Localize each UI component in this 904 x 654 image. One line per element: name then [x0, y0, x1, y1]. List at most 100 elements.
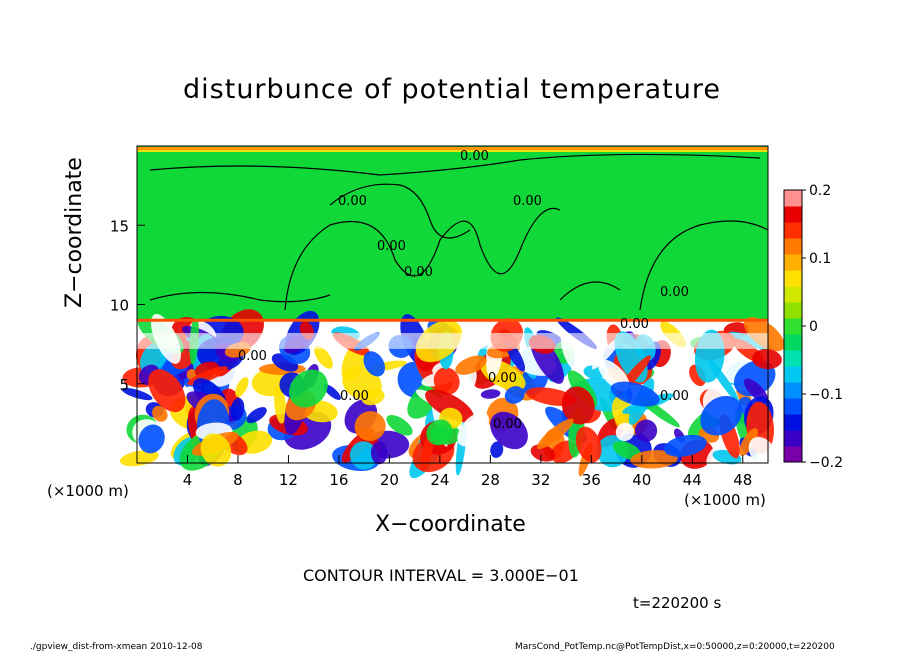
turbulence-blob: [354, 411, 386, 442]
top-boundary-strip: [137, 147, 768, 150]
x-axis-unit-right: (×1000 m): [684, 491, 766, 509]
colorbar: 0.2 0.1 0 −0.1 −0.2: [783, 183, 843, 471]
x-tick-label: 36: [582, 471, 601, 489]
contour-label: 0.00: [513, 194, 542, 209]
colorbar-swatch: [784, 430, 802, 447]
contour-label: 0.00: [493, 417, 522, 432]
turbulence-blob: [527, 401, 551, 431]
contour-line: [149, 291, 331, 303]
y-tick-label: 5: [119, 376, 129, 394]
contour-label: 0.00: [660, 389, 689, 404]
colorbar-tick-label: −0.2: [809, 455, 843, 471]
contour-line: [149, 153, 761, 176]
turbulence-blob: [630, 450, 678, 469]
time-label: t=220200 s: [633, 594, 722, 612]
turbulence-blob: [426, 419, 453, 446]
contour-label: 0.00: [620, 317, 649, 332]
colorbar-tick-label: 0: [809, 319, 818, 335]
colorbar-swatch: [784, 318, 802, 335]
turbulence-blob: [457, 412, 490, 447]
turbulence-blob: [748, 436, 778, 469]
x-tick-label: 12: [279, 471, 298, 489]
turbulence-blob: [289, 369, 328, 408]
turbulence-blob: [530, 444, 556, 462]
colorbar-swatch: [784, 302, 802, 319]
colorbar-tick-label: 0.1: [809, 251, 831, 267]
contour-label: 0.00: [340, 389, 369, 404]
contour-label: 0.00: [377, 239, 406, 254]
turbulence-blob: [148, 369, 186, 413]
colorbar-swatch: [784, 382, 802, 399]
x-tick-label: 48: [733, 471, 752, 489]
x-tick-label: 4: [183, 471, 193, 489]
colorbar-swatch: [784, 254, 802, 271]
footer-right: MarsCond_PotTemp.nc@PotTempDist,x=0:5000…: [515, 642, 835, 652]
turbulence-blob: [490, 441, 504, 458]
colorbar-swatch: [784, 286, 802, 303]
top-boundary-strip-2: [137, 150, 768, 152]
inversion-mixing-band: [137, 333, 768, 349]
turbulence-blob: [752, 349, 782, 370]
contour-label: 0.00: [660, 285, 689, 300]
colorbar-tick-label: 0.2: [809, 183, 831, 199]
contour-labels: 0.00 0.00 0.00 0.00 0.00 0.00 0.00 0.00 0.00 0.00…: [238, 149, 689, 432]
turbulence-blob: [230, 397, 245, 421]
colorbar-swatch: [784, 238, 802, 255]
turbulence-blob: [200, 433, 232, 467]
contour-label: 0.00: [238, 349, 267, 364]
turbulence-blob: [138, 424, 165, 454]
x-tick-label: 32: [531, 471, 550, 489]
x-axis-label: X−coordinate: [375, 512, 526, 537]
chart-title: disturbunce of potential temperature: [183, 74, 721, 105]
turbulence-blob: [634, 419, 658, 442]
colorbar-swatch: [784, 206, 802, 223]
x-tick-label: 24: [430, 471, 449, 489]
turbulence-blob: [504, 386, 525, 404]
turbulence-blob: [615, 422, 635, 442]
turbulence-blob: [235, 377, 249, 398]
contour-line: [639, 220, 769, 311]
turbulence-blob: [370, 441, 388, 465]
x-tick-label: 44: [683, 471, 702, 489]
contour-label: 0.00: [460, 149, 489, 164]
turbulence-blob: [610, 381, 660, 407]
x-tick-label: 8: [233, 471, 243, 489]
turbulence-blob: [739, 428, 759, 456]
colorbar-swatch: [784, 398, 802, 415]
x-tick-label: 16: [329, 471, 348, 489]
turbulence-blob: [314, 345, 333, 369]
turbulence-blob: [433, 367, 460, 395]
turbulence-blob: [561, 386, 595, 425]
contour-line: [559, 281, 621, 301]
turbulence-blob: [455, 355, 487, 375]
turbulence-blob: [700, 395, 742, 436]
contour-label: 0.00: [404, 265, 433, 280]
y-tick-label: 10: [110, 297, 129, 315]
y-tick-label: 15: [110, 217, 129, 235]
x-tick-label: 20: [380, 471, 399, 489]
turbulence-blob: [480, 389, 501, 399]
turbulence-blob: [490, 411, 528, 450]
contour-label: 0.00: [488, 371, 517, 386]
colorbar-tick-label: −0.1: [809, 387, 843, 403]
turbulence-blob: [425, 389, 474, 423]
turbulence-blob: [323, 384, 341, 400]
turbulence-blob: [386, 415, 413, 436]
contour-label: 0.00: [338, 194, 367, 209]
turbulence-blob: [611, 396, 634, 431]
turbulence-blob: [119, 450, 159, 467]
turbulence-blob: [274, 384, 286, 424]
turbulence-blob: [707, 358, 740, 403]
turbulence-blob: [361, 388, 385, 406]
colorbar-swatch: [784, 366, 802, 383]
colorbar-swatch: [784, 414, 802, 431]
colorbar-swatch: [784, 270, 802, 287]
contour-line: [284, 207, 561, 311]
x-tick-label: 40: [632, 471, 651, 489]
colorbar-swatch: [784, 190, 802, 207]
contour-line: [329, 183, 471, 239]
turbulence-blob: [733, 360, 776, 397]
x-tick-label: 28: [481, 471, 500, 489]
turbulent-layer: [119, 309, 785, 479]
